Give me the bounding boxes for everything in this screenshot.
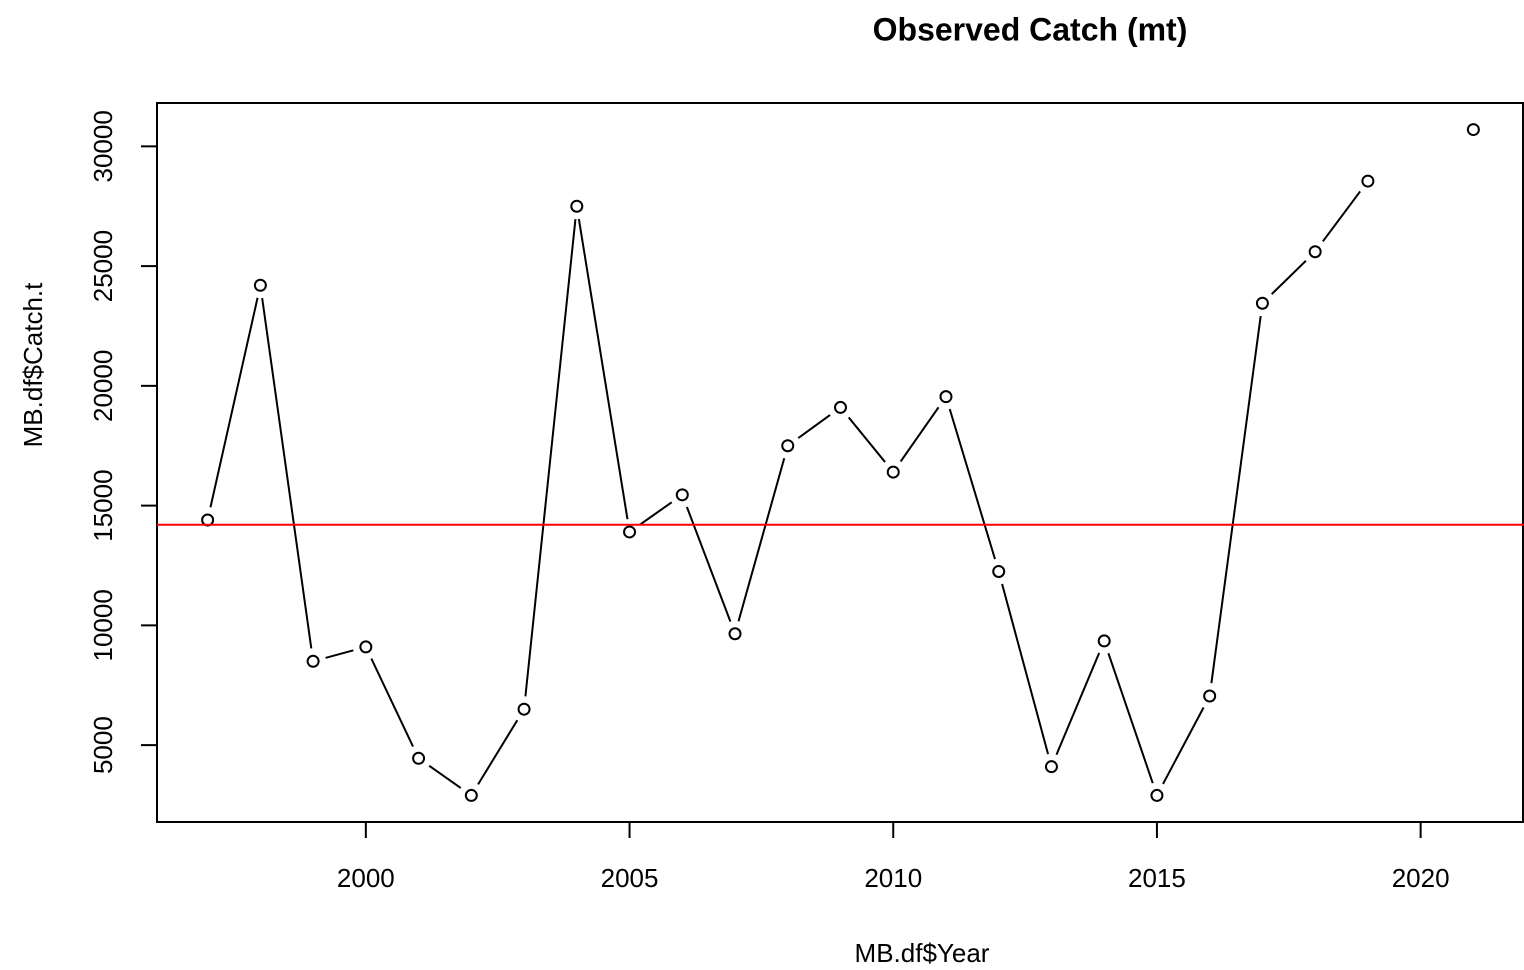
point xyxy=(675,488,689,502)
point xyxy=(517,702,531,716)
point xyxy=(1150,788,1164,802)
y-tick-label: 10000 xyxy=(88,589,118,661)
point xyxy=(1361,174,1375,188)
point xyxy=(1308,245,1322,259)
plot-box xyxy=(156,102,1524,823)
point xyxy=(306,654,320,668)
point xyxy=(834,400,847,414)
y-tick-label: 30000 xyxy=(88,110,118,182)
y-axis-label: MB.df$Catch.t xyxy=(18,282,48,448)
point xyxy=(1044,760,1058,774)
point xyxy=(1255,296,1269,310)
point xyxy=(1097,634,1111,648)
x-tick-label: 2020 xyxy=(1392,863,1450,893)
point xyxy=(570,199,584,213)
point xyxy=(939,390,953,404)
y-tick-label: 20000 xyxy=(88,350,118,422)
point xyxy=(623,525,637,539)
point xyxy=(992,564,1006,578)
x-tick-label: 2000 xyxy=(337,863,395,893)
point xyxy=(464,788,478,802)
y-tick-label: 15000 xyxy=(88,469,118,541)
chart-title: Observed Catch (mt) xyxy=(873,11,1188,47)
point xyxy=(886,465,900,479)
y-tick-label: 25000 xyxy=(88,230,118,302)
x-tick-label: 2015 xyxy=(1128,863,1186,893)
x-tick-label: 2005 xyxy=(601,863,659,893)
x-axis-label: MB.df$Year xyxy=(855,938,990,968)
point xyxy=(253,278,267,292)
x-tick-label: 2010 xyxy=(864,863,922,893)
y-tick-label: 5000 xyxy=(88,716,118,774)
point xyxy=(728,627,742,641)
series-line xyxy=(208,130,1474,796)
point xyxy=(781,439,795,453)
point xyxy=(359,640,373,654)
point xyxy=(412,751,426,765)
point xyxy=(1466,123,1480,137)
point xyxy=(1203,689,1217,703)
